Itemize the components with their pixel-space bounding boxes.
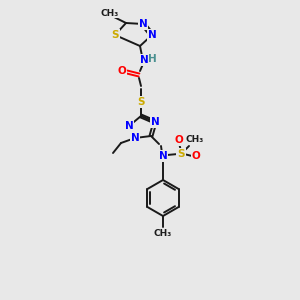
Text: N: N <box>151 117 159 127</box>
Text: H: H <box>148 54 156 64</box>
Text: S: S <box>177 149 185 159</box>
Text: CH₃: CH₃ <box>101 8 119 17</box>
Text: CH₃: CH₃ <box>186 136 204 145</box>
Text: O: O <box>118 66 126 76</box>
Text: S: S <box>111 30 119 40</box>
Text: N: N <box>140 55 148 65</box>
Text: N: N <box>130 133 140 143</box>
Text: CH₃: CH₃ <box>154 229 172 238</box>
Text: O: O <box>175 135 183 145</box>
Text: N: N <box>148 30 156 40</box>
Text: N: N <box>139 19 147 29</box>
Text: N: N <box>159 151 167 161</box>
Text: N: N <box>124 121 134 131</box>
Text: O: O <box>192 151 200 161</box>
Text: S: S <box>137 97 145 107</box>
